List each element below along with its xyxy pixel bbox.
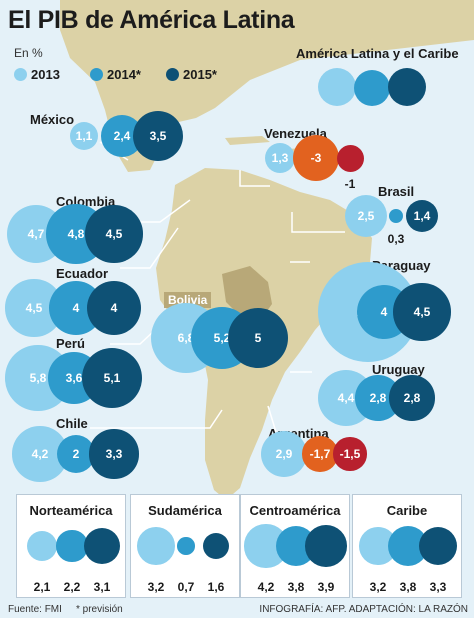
region-bubble-norteamerica-1 [56,530,88,562]
bubble-latam-2015 [388,68,426,106]
footer-note: * previsión [76,604,123,615]
region-value-caribe-2: 3,3 [429,580,447,594]
region-bubble-sudamerica-0 [137,527,175,565]
region-bubble-norteamerica-0 [26,530,58,562]
country-label-chile: Chile [56,416,88,431]
region-title: Caribe [386,503,428,518]
region-value-centroamerica-2: 3,9 [317,580,335,594]
bubble-paraguay-2015: 4,5 [393,283,451,341]
page-title: El PIB de América Latina [8,6,295,34]
country-label-brasil: Brasil [378,184,415,199]
region-value-norteamerica-2: 3,1 [93,580,111,594]
legend-label: 2014* [107,66,141,82]
bubble-brasil-2014 [388,208,404,224]
region-title: Norteamérica [29,503,113,518]
bolivia-highlight [222,266,272,318]
bubble-mexico-2013: 1,1 [69,121,99,151]
legend-swatch [90,67,103,81]
legend-2014: 2014* [90,66,141,82]
legend-2013: 2013 [14,66,60,82]
region-title: Sudamérica [148,503,222,518]
country-label-uruguay: Uruguay [372,362,425,377]
bubble-latam-2013 [318,68,356,106]
region-value-sudamerica-0: 3,2 [147,580,165,594]
region-bubble-sudamerica-2 [202,532,230,560]
bubble-argentina-2013: 2,9 [261,431,307,477]
legend-2015: 2015* [166,66,217,82]
bubble-peru-2015: 5,1 [81,347,143,409]
bubble-latam-2014 [354,70,390,106]
legend-label: 2013 [31,66,60,82]
legend-swatch [166,67,179,81]
bubble-uruguay-2015: 2,8 [389,375,435,421]
region-bubble-sudamerica-1 [177,537,195,555]
bubble-mexico-2015: 3,5 [132,110,184,162]
country-label-mexico: México [30,112,75,127]
bubble-bolivia-2015: 5 [227,307,289,369]
bubble-colombia-2015: 4,5 [85,205,143,263]
region-value-centroamerica-0: 4,2 [257,580,275,594]
unit-label: En % [14,46,43,60]
legend-label: 2015* [183,66,217,82]
region-title: Centroamérica [249,503,341,518]
bubble-brasil-2015: 1,4 [406,200,438,232]
footer-source: Fuente: FMI [8,604,62,615]
bubble-argentina-2015: -1,5 [333,437,367,471]
country-label-ecuador: Ecuador [56,266,109,281]
legend-swatch [14,67,27,81]
region-label-latam: América Latina y el Caribe [296,46,459,61]
region-value-caribe-0: 3,2 [369,580,387,594]
bubble-brasil-2013: 2,5 [344,194,388,238]
bubble-chile-2015: 3,3 [89,429,139,479]
region-value-sudamerica-1: 0,7 [177,580,195,594]
footer-credit: INFOGRAFÍA: AFP. ADAPTACIÓN: LA RAZÓN [259,604,468,615]
value-label-brasil-1: 0,3 [387,232,405,246]
bubble-chile-2014: 2 [56,434,96,474]
bubble-venezuela-2013: 1,3 [264,142,296,174]
region-bubble-caribe-2 [418,526,458,566]
region-value-sudamerica-2: 1,6 [207,580,225,594]
region-value-norteamerica-0: 2,1 [33,580,51,594]
region-value-norteamerica-1: 2,2 [63,580,81,594]
region-value-centroamerica-1: 3,8 [287,580,305,594]
region-bubble-centroamerica-2 [305,525,347,567]
bubble-argentina-2014: -1,7 [302,436,338,472]
value-label-venezuela-2: -1 [344,176,356,191]
region-bubble-norteamerica-2 [83,527,121,565]
country-label-peru: Perú [56,336,85,351]
bubble-venezuela-2014: -3 [292,134,340,182]
bubble-ecuador-2015: 4 [87,281,141,335]
region-value-caribe-1: 3,8 [399,580,417,594]
bubble-venezuela-2015 [336,144,364,172]
